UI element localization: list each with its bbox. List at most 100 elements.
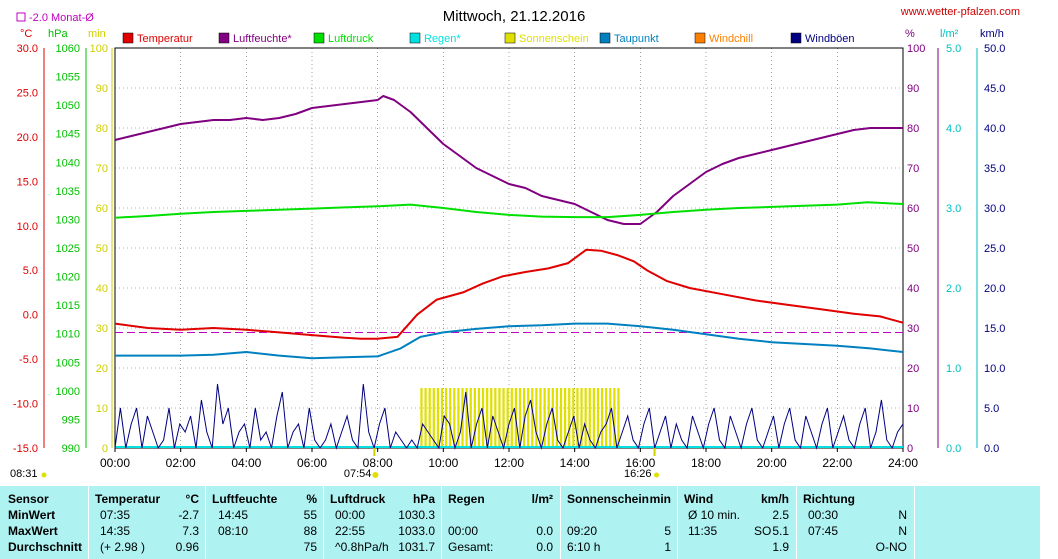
sunshine-bar [457, 388, 460, 448]
table-unit-regen: l/m² [531, 492, 553, 506]
table-row-label: MaxWert [8, 524, 58, 538]
table-divider [441, 486, 442, 559]
unit-wind: km/h [980, 28, 1004, 40]
x-tick-label: 06:00 [297, 456, 327, 470]
sunshine-bar [453, 388, 456, 448]
tick-label-pressure: 1005 [56, 357, 80, 369]
tick-label-temp: 15.0 [17, 176, 38, 188]
x-tick-label: 12:00 [494, 456, 524, 470]
legend-label: Taupunkt [614, 33, 659, 45]
legend-label: Luftfeuchte* [233, 33, 292, 45]
tick-label-wind: 45.0 [984, 83, 1005, 95]
sunshine-bar [490, 388, 493, 448]
sunrise-label: 08:31 [10, 468, 38, 480]
legend-swatch [122, 32, 134, 44]
x-tick-label: 10:00 [428, 456, 458, 470]
table-cell-hum-time: 08:10 [218, 524, 249, 538]
x-tick-label: 02:00 [166, 456, 196, 470]
tick-label-temp: 30.0 [17, 43, 38, 55]
sunshine-bar [584, 388, 587, 448]
sunshine-bar [580, 388, 583, 448]
legend-swatch [790, 32, 802, 44]
website-label: www.wetter-pfalzen.com [900, 6, 1020, 18]
legend-label: Windböen [805, 33, 855, 45]
tick-label-humidity: 50 [907, 243, 919, 255]
unit-sunshine: min [88, 28, 106, 40]
sunshine-bar [522, 388, 526, 448]
table-divider [677, 486, 678, 559]
table-cell-temp-time: 14:35 [100, 524, 131, 538]
table-unit-sonnenschein: min [649, 492, 671, 506]
tick-label-wind: 40.0 [984, 123, 1005, 135]
legend-label: Sonnenschein [519, 33, 589, 45]
tick-label-rain: 0.0 [946, 443, 961, 455]
table-header-sonnenschein: Sonnenschein [567, 492, 650, 506]
x-tick-label: 00:00 [100, 456, 130, 470]
tick-label-humidity: 20 [907, 363, 919, 375]
tick-label-wind: 20.0 [984, 283, 1005, 295]
tick-label-wind: 50.0 [984, 43, 1005, 55]
table-cell-rain-val: 0.0 [536, 540, 553, 554]
table-cell-pres-val: 1031.7 [398, 540, 435, 554]
tick-label-rain: 4.0 [946, 123, 961, 135]
sunshine-bar [600, 388, 604, 448]
unit-temp: °C [20, 28, 32, 40]
sunshine-bar [563, 388, 567, 448]
sunshine-bar [502, 388, 505, 448]
tick-label-temp: -10.0 [13, 399, 38, 411]
tick-label-wind: 25.0 [984, 243, 1005, 255]
sunshine-bar [420, 388, 423, 448]
tick-label-pressure: 1060 [56, 43, 80, 55]
sunshine-bar [506, 388, 509, 448]
sunshine-bar [568, 388, 571, 448]
tick-label-sunshine: 90 [96, 83, 108, 95]
sunshine-bar [613, 388, 616, 448]
legend-swatch [409, 32, 421, 44]
table-cell-rain-val: 0.0 [536, 524, 553, 538]
sunshine-bar [605, 388, 608, 448]
tick-label-rain: 5.0 [946, 43, 961, 55]
series-line-luftdruck [114, 201, 904, 219]
table-row-label: MinWert [8, 508, 56, 522]
sunshine-bar [436, 388, 440, 448]
plot-area: 30.0 25.0 20.0 15.0 10.0 5.0 0.0 -5.0 -10.0 -15.0… [10, 43, 1005, 480]
table-cell-hum-time: 14:45 [218, 508, 249, 522]
tick-label-wind: 15.0 [984, 323, 1005, 335]
table-header-luftdruck: Luftdruck [330, 492, 386, 506]
table-cell-wind-time: Ø 10 min. [688, 508, 741, 522]
series-line-luftfeuchte [114, 95, 903, 225]
sunshine-bar [486, 388, 489, 448]
tick-label-sunshine: 80 [96, 123, 108, 135]
table-cell-dir-time: 07:45 [808, 524, 839, 538]
table-cell-rain-time: Gesamt: [448, 540, 494, 554]
weather-chart: Mittwoch, 21.12.2016 www.wetter-pfalzen.… [10, 6, 1020, 480]
tick-label-pressure: 990 [62, 443, 80, 455]
tick-label-wind: 5.0 [984, 403, 999, 415]
table-cell-wind-val: 5.1 [772, 524, 789, 538]
sunshine-bar [551, 388, 554, 448]
sunshine-bar [535, 388, 538, 448]
monthly-avg-marker-icon [16, 12, 26, 22]
tick-label-pressure: 1035 [56, 186, 80, 198]
sunshine-bar [424, 388, 427, 448]
table-cell-rain-time: 00:00 [448, 524, 479, 538]
x-tick-label: 04:00 [231, 456, 261, 470]
tick-label-wind: 0.0 [984, 443, 999, 455]
series-line-taupunkt [115, 322, 904, 360]
tick-label-humidity: 30 [907, 323, 919, 335]
table-unit-luftfeuchte: % [306, 492, 317, 506]
chart-title: Mittwoch, 21.12.2016 [443, 8, 586, 25]
tick-label-temp: 20.0 [17, 132, 38, 144]
stats-table: Sensor Temperatur °C Luftfeuchte% Luftdruck h… [0, 486, 1040, 559]
tick-label-temp: -5.0 [19, 354, 38, 366]
sunset-label: 16:26 [624, 468, 652, 480]
table-cell-pres-time: 00:00 [335, 508, 366, 522]
tick-label-sunshine: 30 [96, 323, 108, 335]
sunset-icon [654, 472, 660, 478]
sunrise-icon [41, 472, 47, 478]
table-cell-pres-val: 1030.3 [398, 508, 435, 522]
table-unit-temperatur: °C [185, 492, 199, 506]
table-cell-dir-val: N [898, 524, 907, 538]
tick-label-pressure: 1040 [56, 157, 80, 169]
table-cell-hum-val: 75 [303, 540, 317, 554]
